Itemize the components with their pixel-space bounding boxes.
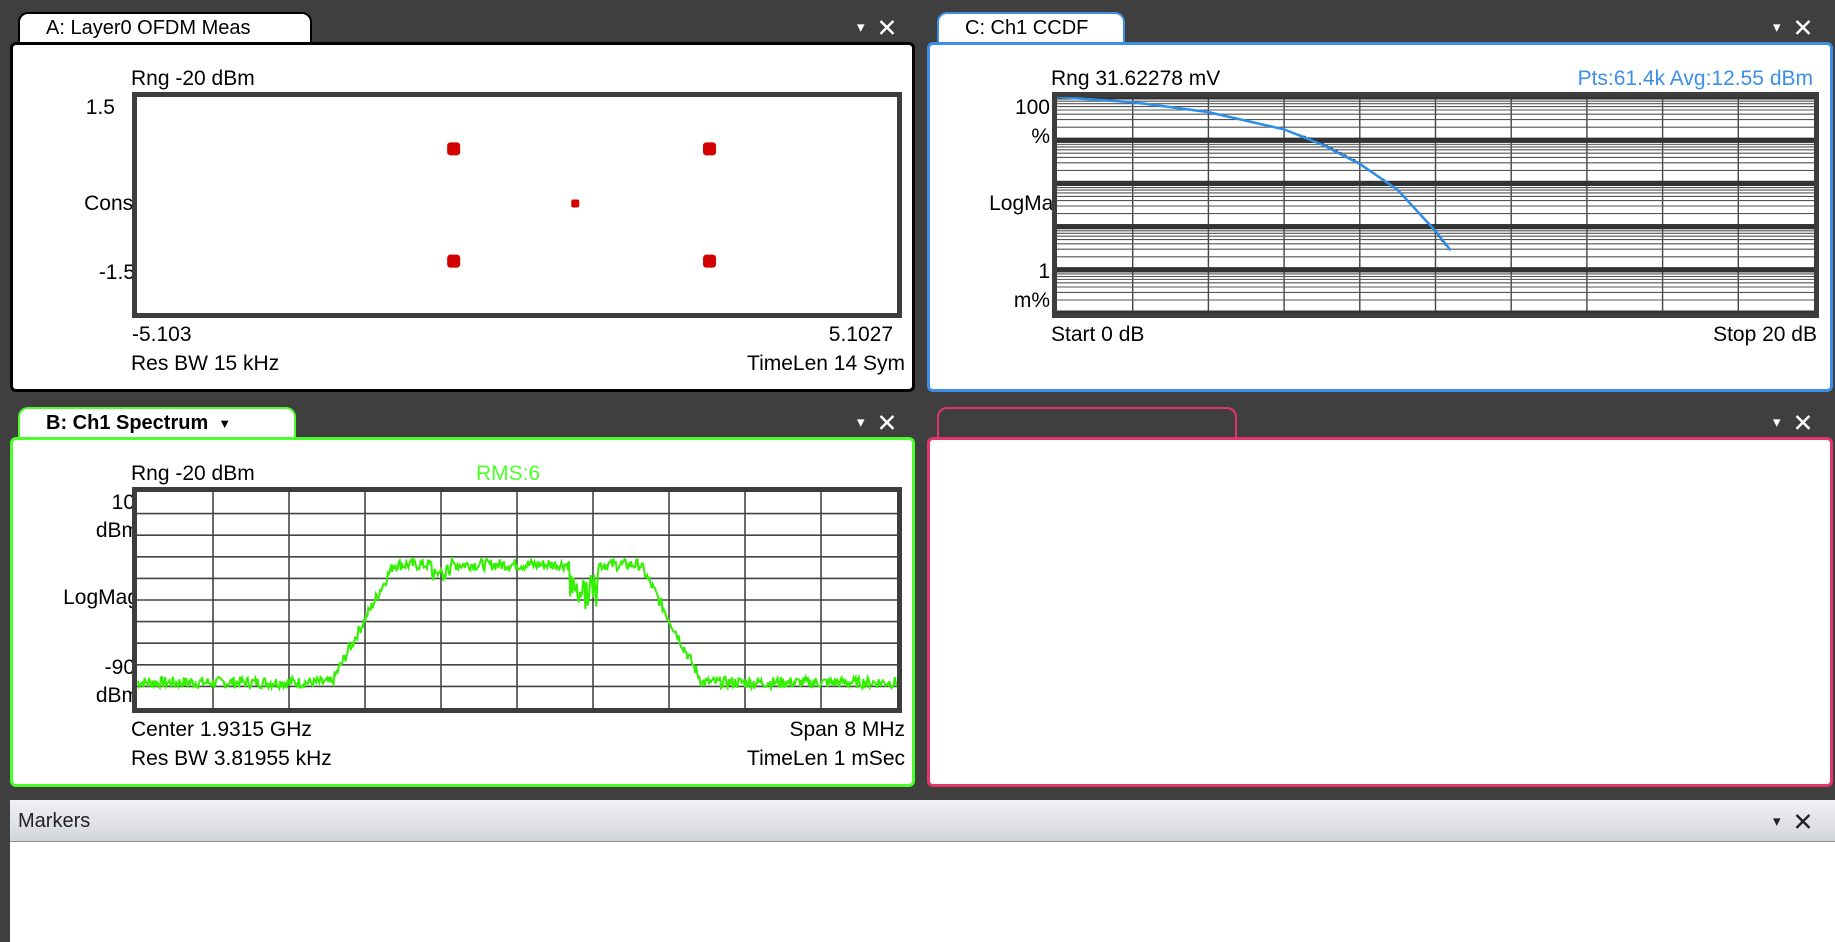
constellation-chart xyxy=(447,142,717,268)
constellation-point xyxy=(447,254,461,268)
panel-c-x-start: Start 0 dB xyxy=(1051,323,1145,346)
panel-a-x-left: -5.103 xyxy=(132,323,192,346)
panel-b-y-top-unit: dBm xyxy=(95,519,139,542)
panel-a-time-len: TimeLen 14 Sym xyxy=(747,352,905,375)
panel-b-y-bottom-unit: dBm xyxy=(95,684,139,707)
panel-c-pts-avg: Pts:61.4k Avg:12.55 dBm xyxy=(1577,67,1813,90)
panel-d-dropdown-arrow-icon[interactable]: ▾ xyxy=(1773,414,1781,432)
panel-c-y-top-unit: % xyxy=(1031,125,1050,148)
ccdf-plot xyxy=(1052,92,1819,318)
panel-b-range: Rng -20 dBm xyxy=(131,462,255,485)
panel-b-window-controls: ▾ ✕ xyxy=(857,408,897,437)
panel-b-res-bw: Res BW 3.81955 kHz xyxy=(131,747,332,770)
markers-window-controls: ▾ ✕ xyxy=(1773,807,1813,836)
panel-a-range: Rng -20 dBm xyxy=(131,67,255,90)
panel-a: Rng -20 dBm 1.5 Const -1.5 -5.103 5.1027… xyxy=(10,42,915,392)
panel-b-close-icon[interactable]: ✕ xyxy=(876,409,898,438)
panel-c-y-bottom: 1 xyxy=(1038,260,1050,283)
panel-b-y-bottom: -90 xyxy=(104,656,135,679)
constellation-point xyxy=(447,142,461,156)
spectrum-chart xyxy=(137,492,897,708)
markers-close-icon[interactable]: ✕ xyxy=(1792,808,1814,837)
panel-a-window-controls: ▾ ✕ xyxy=(857,13,897,42)
panel-c-y-top: 100 xyxy=(1014,96,1050,119)
panel-d-close-icon[interactable]: ✕ xyxy=(1792,409,1814,438)
panel-c-window-controls: ▾ ✕ xyxy=(1773,13,1813,42)
markers-dropdown-arrow-icon[interactable]: ▾ xyxy=(1773,813,1781,831)
panel-a-y-bottom: -1.5 xyxy=(98,261,135,284)
tab-panel-b[interactable]: B: Ch1 Spectrum ▼ xyxy=(18,407,296,437)
panel-a-close-icon[interactable]: ✕ xyxy=(876,14,898,43)
panel-d-window-controls: ▾ ✕ xyxy=(1773,408,1813,437)
panel-b-y-mid: LogMag xyxy=(63,586,139,609)
panel-d xyxy=(927,437,1833,787)
tab-panel-c[interactable]: C: Ch1 CCDF xyxy=(937,12,1125,42)
spectrum-plot xyxy=(132,487,902,713)
panel-a-x-right: 5.1027 xyxy=(828,323,893,346)
constellation-point xyxy=(571,199,580,208)
constellation-plot xyxy=(132,92,902,318)
tab-panel-a-label: A: Layer0 OFDM Meas xyxy=(46,17,251,39)
panel-b: Rng -20 dBm RMS:6 10 dBm LogMag -90 dBm … xyxy=(10,437,915,787)
tab-dropdown-arrow-icon[interactable]: ▼ xyxy=(218,415,232,431)
panel-a-dropdown-arrow-icon[interactable]: ▾ xyxy=(857,19,865,37)
panel-b-dropdown-arrow-icon[interactable]: ▾ xyxy=(857,414,865,432)
constellation-point xyxy=(703,254,717,268)
tab-panel-c-label: C: Ch1 CCDF xyxy=(965,17,1089,39)
panel-c-y-bottom-unit: m% xyxy=(1013,289,1050,312)
panel-c-range: Rng 31.62278 mV xyxy=(1051,67,1221,90)
tab-panel-a[interactable]: A: Layer0 OFDM Meas xyxy=(18,12,312,42)
panel-a-res-bw: Res BW 15 kHz xyxy=(131,352,280,375)
ccdf-trace xyxy=(1057,97,1452,252)
panel-b-span: Span 8 MHz xyxy=(789,718,905,741)
markers-title: Markers xyxy=(18,810,91,832)
ccdf-chart xyxy=(1057,97,1814,313)
spectrum-trace xyxy=(137,555,897,693)
tab-panel-b-label: B: Ch1 Spectrum xyxy=(46,412,209,434)
markers-body xyxy=(10,842,1835,942)
panel-c-x-stop: Stop 20 dB xyxy=(1713,323,1817,346)
markers-header: Markers ▾ ✕ xyxy=(10,800,1835,842)
constellation-point xyxy=(703,142,717,156)
panel-c: Rng 31.62278 mV Pts:61.4k Avg:12.55 dBm … xyxy=(927,42,1833,392)
tab-panel-d[interactable] xyxy=(937,407,1237,437)
panel-c-close-icon[interactable]: ✕ xyxy=(1792,14,1814,43)
panel-b-center: Center 1.9315 GHz xyxy=(131,718,312,741)
panel-b-y-top: 10 xyxy=(111,491,135,514)
panel-c-y-mid: LogMag xyxy=(989,192,1065,215)
panel-b-rms: RMS:6 xyxy=(476,462,541,485)
panel-b-time-len: TimeLen 1 mSec xyxy=(747,747,905,770)
panel-a-y-top: 1.5 xyxy=(85,96,115,119)
panel-c-dropdown-arrow-icon[interactable]: ▾ xyxy=(1773,19,1781,37)
panel-a-y-mid: Const xyxy=(84,192,139,215)
